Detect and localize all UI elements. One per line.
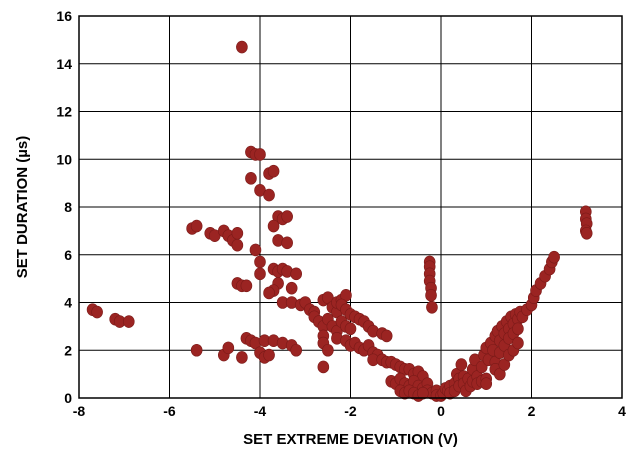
- x-tick-label: -2: [344, 403, 357, 419]
- data-point: [580, 226, 593, 240]
- data-point: [380, 329, 393, 343]
- y-tick-label: 16: [56, 8, 72, 24]
- data-point: [190, 343, 203, 357]
- data-point: [322, 343, 334, 357]
- data-point: [480, 377, 493, 390]
- data-point: [254, 267, 266, 281]
- data-point: [417, 386, 429, 400]
- data-point: [263, 188, 275, 202]
- data-point: [231, 226, 244, 240]
- x-tick-label: 0: [437, 403, 445, 419]
- data-point: [190, 219, 203, 233]
- x-tick-label: -4: [254, 403, 267, 419]
- data-point: [426, 300, 438, 314]
- y-tick-label: 6: [64, 247, 72, 263]
- data-point: [245, 172, 257, 185]
- y-tick-label: 0: [64, 390, 72, 406]
- data-point: [548, 250, 560, 264]
- data-point: [231, 238, 244, 252]
- data-point: [285, 281, 298, 295]
- data-point: [236, 40, 248, 54]
- x-axis-title: SET EXTREME DEVIATION (V): [243, 431, 458, 448]
- data-point: [317, 360, 330, 374]
- data-point: [122, 315, 135, 328]
- data-point: [254, 255, 266, 269]
- data-point: [222, 341, 235, 355]
- grid-lines: [78, 15, 623, 399]
- data-point: [91, 305, 103, 319]
- data-point: [455, 358, 468, 371]
- data-point: [290, 343, 303, 357]
- data-point: [254, 148, 266, 161]
- data-point: [263, 286, 275, 300]
- data-point: [512, 322, 524, 336]
- y-tick-label: 8: [64, 199, 72, 215]
- y-tick-label: 4: [64, 295, 72, 311]
- x-tick-labels: -8 -6 -4 -2 0 2 4: [73, 403, 626, 419]
- y-axis-title: SET DURATION (µs): [14, 136, 31, 279]
- data-point: [267, 164, 280, 178]
- data-point: [267, 219, 280, 233]
- data-point: [281, 210, 293, 223]
- data-point: [263, 348, 275, 362]
- data-point: [249, 243, 262, 257]
- plot-area-frame: [78, 15, 623, 399]
- y-tick-label: 10: [56, 151, 72, 167]
- x-tick-label: 2: [528, 403, 536, 419]
- data-point: [281, 236, 293, 250]
- x-tick-label: -6: [163, 403, 176, 419]
- data-point: [344, 322, 357, 336]
- data-point: [290, 267, 303, 281]
- y-tick-label: 2: [64, 342, 72, 358]
- data-points: [86, 40, 593, 402]
- data-point: [512, 336, 524, 350]
- y-tick-label: 14: [56, 56, 72, 72]
- y-tick-label: 12: [56, 104, 72, 120]
- y-tick-labels: 0 2 4 6 8 10 12 14 16: [56, 8, 72, 406]
- data-point: [236, 351, 248, 364]
- x-tick-label: -8: [73, 403, 86, 419]
- data-point: [425, 289, 437, 302]
- x-tick-label: 4: [618, 403, 626, 419]
- data-point: [240, 279, 253, 293]
